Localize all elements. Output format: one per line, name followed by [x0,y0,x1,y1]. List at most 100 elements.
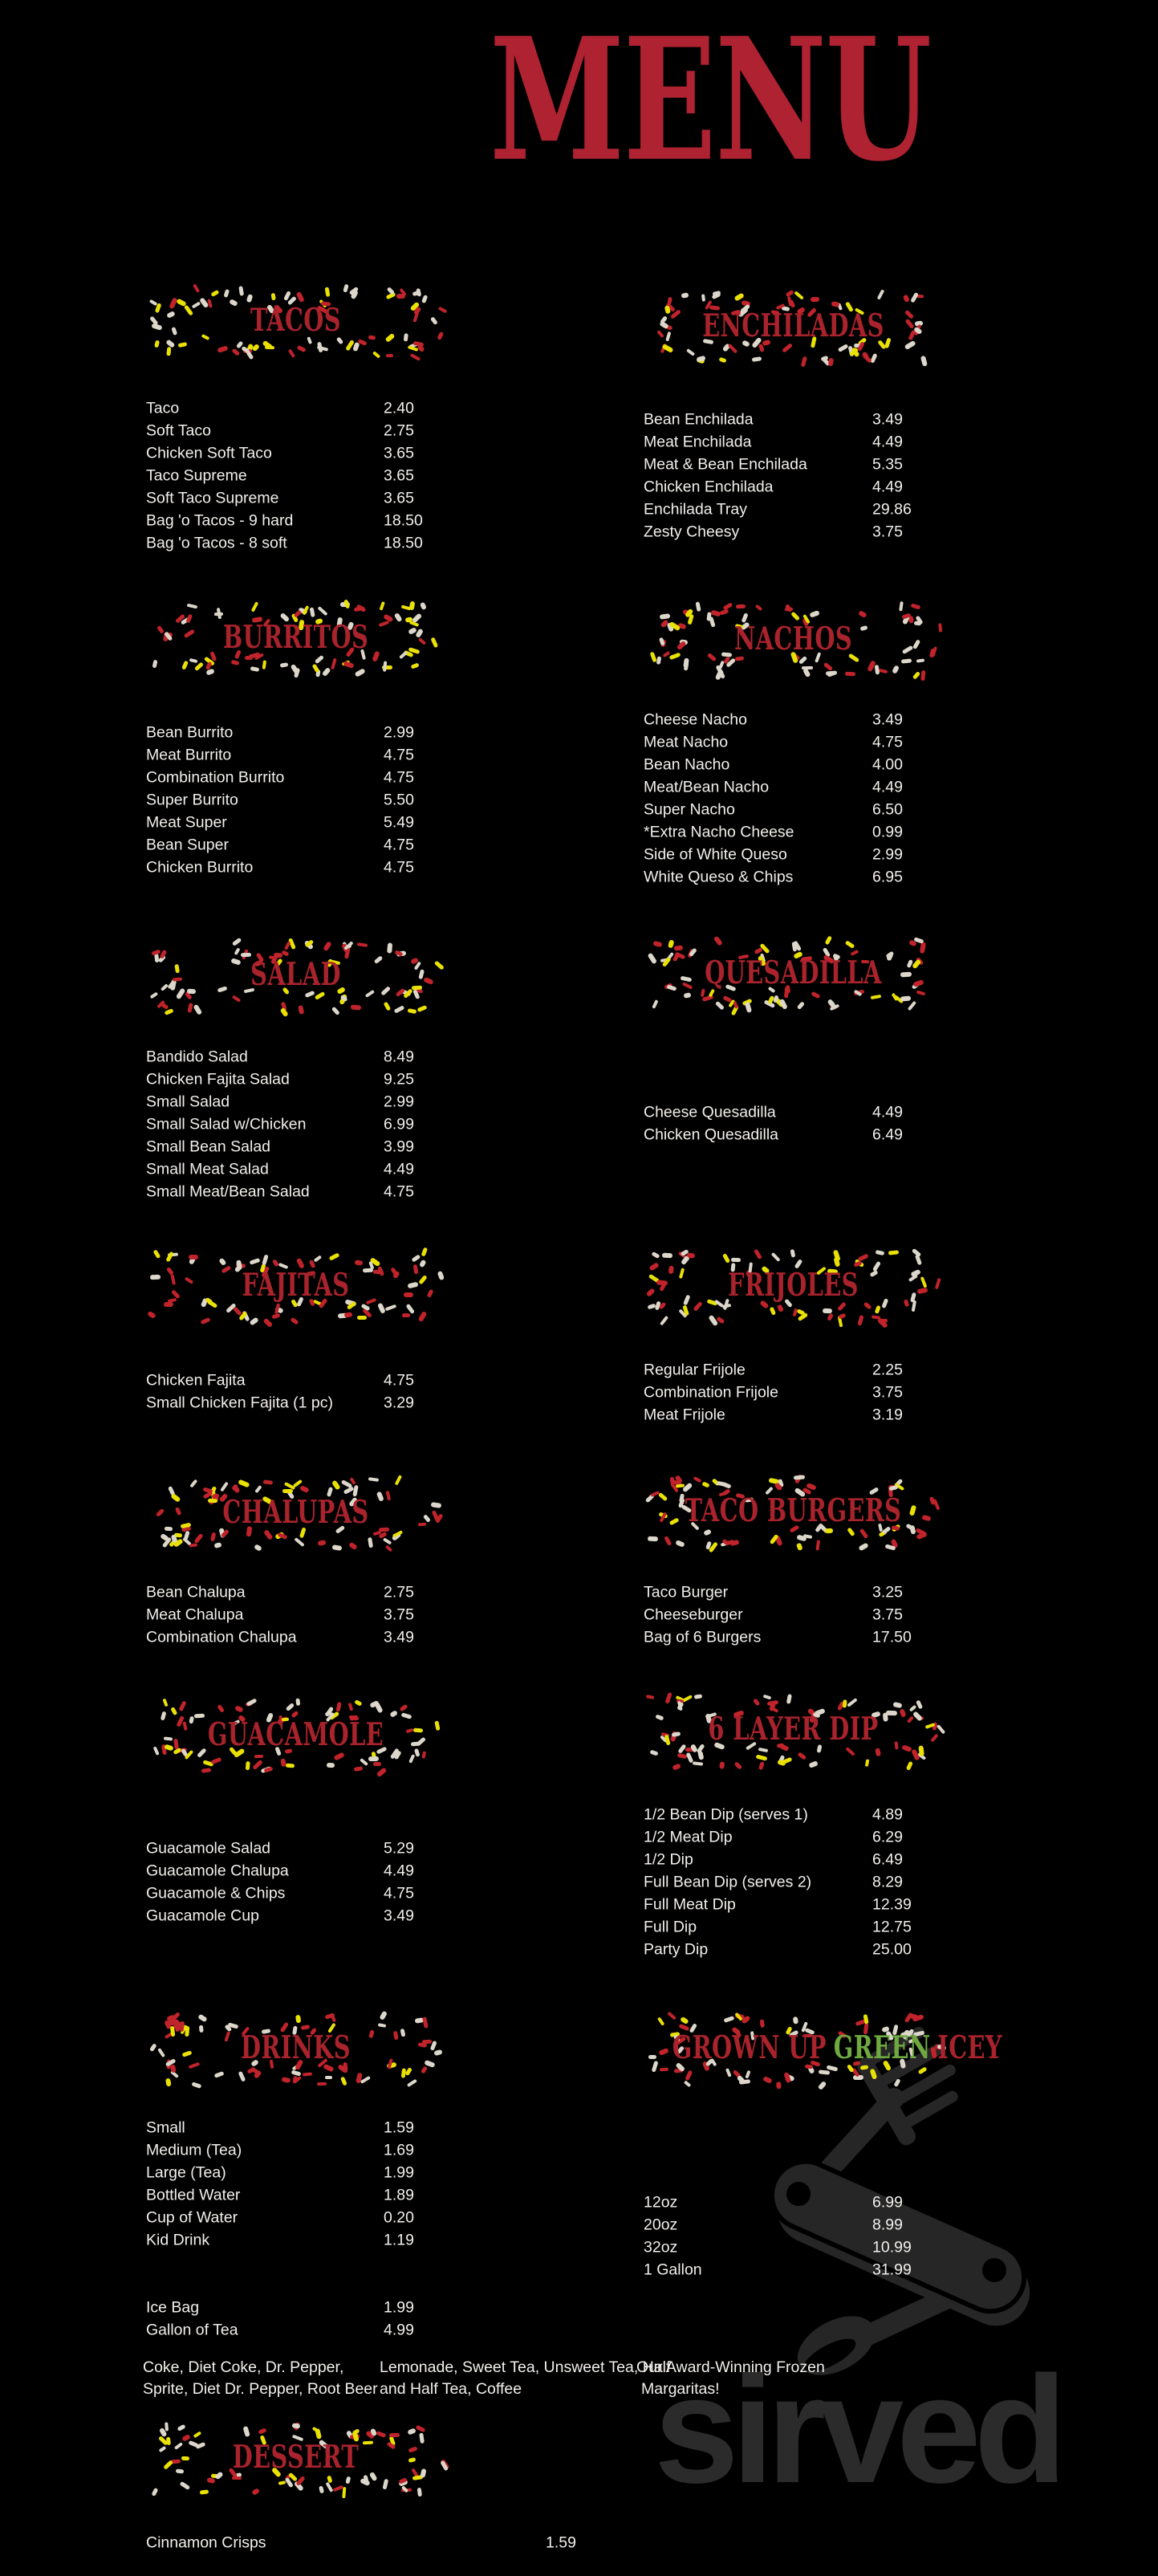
menu-item-row: Small Bean Salad 3.99 [146,1136,579,1158]
menu-item-row: 32oz 10.99 [644,2236,1077,2259]
confetti-dash [722,1252,731,1264]
confetti-dash [408,1754,416,1764]
confetti-dash [420,601,428,610]
confetti-dash [360,2075,371,2085]
menu-item-name: Chicken Quesadilla [644,1125,779,1144]
menu-item-price: 31.99 [872,2261,912,2279]
menu-section-six-layer-dip: 6 LAYER DIP 1/2 Bean Dip (serves 1) 4.89… [642,1691,1091,1959]
menu-item-name: Enchilada Tray [644,500,747,519]
confetti-dash [232,1483,241,1494]
confetti-dash [716,1480,727,1487]
menu-item-row: Party Dip 25.00 [644,1939,1077,1961]
menu-item-name: Meat Enchilada [644,433,752,451]
confetti-dash [434,960,445,971]
confetti-dash [870,994,881,1000]
section-title-part: GUACAMOLE [207,1716,384,1753]
section-header: ENCHILADAS [642,288,945,368]
menu-item-row: Full Dip 12.75 [644,1916,1077,1939]
confetti-dash [647,1536,659,1542]
confetti-dash [324,2075,332,2079]
menu-item-price: 3.19 [872,1406,903,1424]
confetti-dash [181,660,189,670]
menu-item-row: Bottled Water 1.89 [146,2184,579,2207]
confetti-dash [409,353,421,362]
confetti-dash [399,1703,408,1712]
confetti-dash [718,356,727,364]
menu-item-row: Chicken Quesadilla 6.49 [644,1124,1077,1146]
menu-item-row: Side of White Queso 2.99 [644,844,1077,866]
confetti-dash [151,2487,159,2497]
confetti-border [642,2011,947,2090]
menu-item-name: Chicken Burrito [146,858,254,877]
confetti-dash [769,1306,776,1316]
confetti-dash [649,1749,659,1757]
menu-item-price: 2.99 [872,845,903,864]
confetti-dash [159,949,168,959]
menu-item-price: 4.99 [384,2321,414,2339]
menu-item-name: Bag 'o Tacos - 9 hard [146,511,294,530]
section-title: NACHOS [672,621,915,657]
confetti-dash [154,954,159,963]
menu-item-price: 1.99 [384,2298,414,2317]
confetti-border [144,1475,447,1553]
menu-item-name: Bag of 6 Burgers [644,1628,762,1646]
confetti-dash [793,291,804,300]
confetti-dash [193,1533,204,1544]
confetti-dash [777,1303,785,1312]
menu-item-row: Combination Frijole 3.75 [644,1382,1077,1404]
confetti-dash [730,1257,741,1263]
menu-item-price: 8.29 [872,1873,903,1891]
menu-item-row: Medium (Tea) 1.69 [146,2139,579,2162]
confetti-dash [161,1698,169,1707]
menu-item-price: 2.40 [384,399,414,417]
confetti-dash [153,339,160,348]
menu-item-price: 18.50 [384,534,423,552]
confetti-dash [231,348,240,356]
confetti-dash [280,1007,289,1017]
menu-item-price: 12.75 [872,1918,912,1936]
confetti-dash [368,1756,380,1761]
section-title-part: FAJITAS [242,1267,350,1304]
section-title-part: ICEY [937,2029,1002,2066]
confetti-dash [209,1532,216,1542]
confetti-dash [838,1312,847,1321]
confetti-dash [285,1763,295,1768]
confetti-dash [657,2048,668,2056]
menu-item-row: Cinnamon Crisps 1.59 [146,2532,579,2554]
confetti-dash [656,656,662,665]
confetti-dash [250,666,260,673]
menu-item-name: Guacamole Chalupa [146,1862,289,1880]
confetti-dash [790,611,801,621]
menu-item-row: Chicken Enchilada 4.49 [644,476,1077,499]
confetti-dash [888,1250,899,1256]
confetti-dash [684,2080,692,2088]
menu-item-price: 8.49 [384,1048,414,1066]
confetti-dash [231,937,242,946]
confetti-dash [333,1752,345,1761]
confetti-dash [408,600,416,611]
confetti-dash [339,2076,347,2086]
menu-item-price: 6.99 [872,2193,903,2212]
confetti-dash [899,601,904,612]
confetti-dash [752,1698,761,1707]
confetti-dash [193,1003,203,1016]
menu-item-row: Combination Chalupa 3.49 [146,1626,579,1649]
confetti-dash [792,2016,798,2025]
menu-item-row: 1/2 Bean Dip (serves 1) 4.89 [644,1804,1077,1826]
menu-item-row: Soft Taco 2.75 [146,420,579,442]
menu-item-price: 9.25 [384,1070,414,1089]
menu-item-name: Meat Frijole [644,1406,725,1424]
menu-section-guacamole: GUACAMOLE Guacamole Salad 5.29 Guacamole… [144,1697,594,1925]
confetti-dash [755,1753,767,1761]
menu-item-name: Meat Super [146,813,227,832]
section-title: TACOS [175,302,417,338]
confetti-dash [317,2082,327,2086]
confetti-dash [343,1312,352,1317]
menu-item-row: 1/2 Dip 6.49 [644,1849,1077,1871]
menu-item-name: Small Salad [146,1093,230,1111]
menu-item-price: 3.49 [384,1628,414,1646]
menu-item-name: Cinnamon Crisps [146,2533,266,2552]
confetti-dash [759,2019,765,2028]
confetti-dash [407,2078,417,2087]
